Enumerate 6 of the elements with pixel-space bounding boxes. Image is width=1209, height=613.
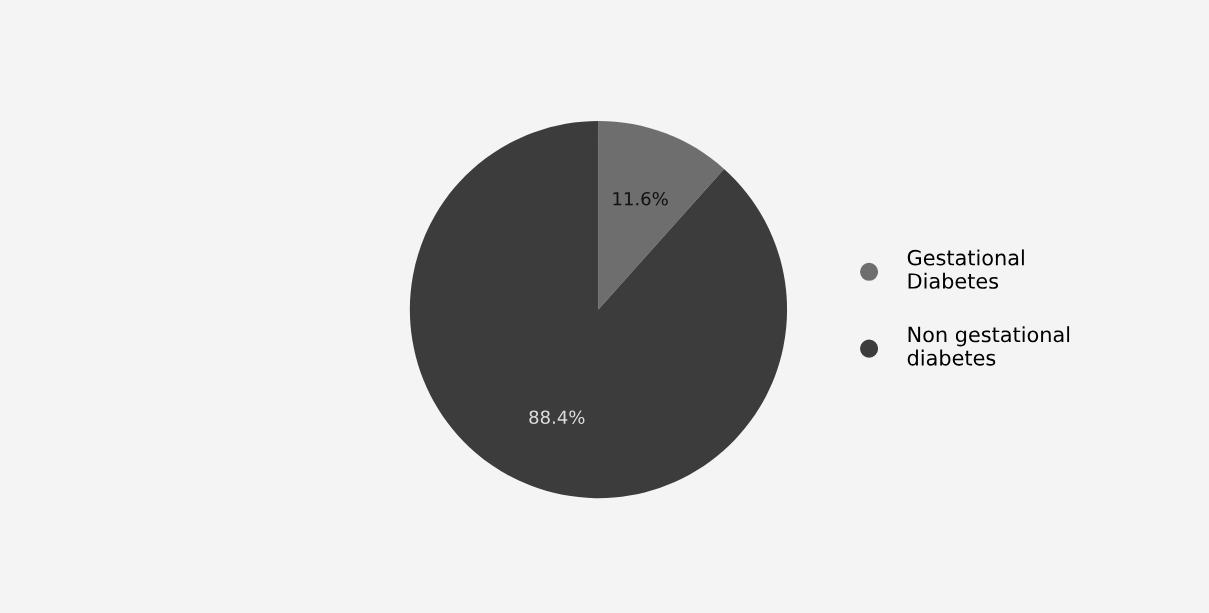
pie-slice xyxy=(598,120,725,310)
data-label: 88.4% xyxy=(529,410,585,425)
data-label: 11.6% xyxy=(613,191,668,206)
legend-label: Non gestational diabetes xyxy=(907,326,1070,366)
legend-label: Gestational Diabetes xyxy=(907,249,1024,289)
pie-slice xyxy=(409,120,788,499)
